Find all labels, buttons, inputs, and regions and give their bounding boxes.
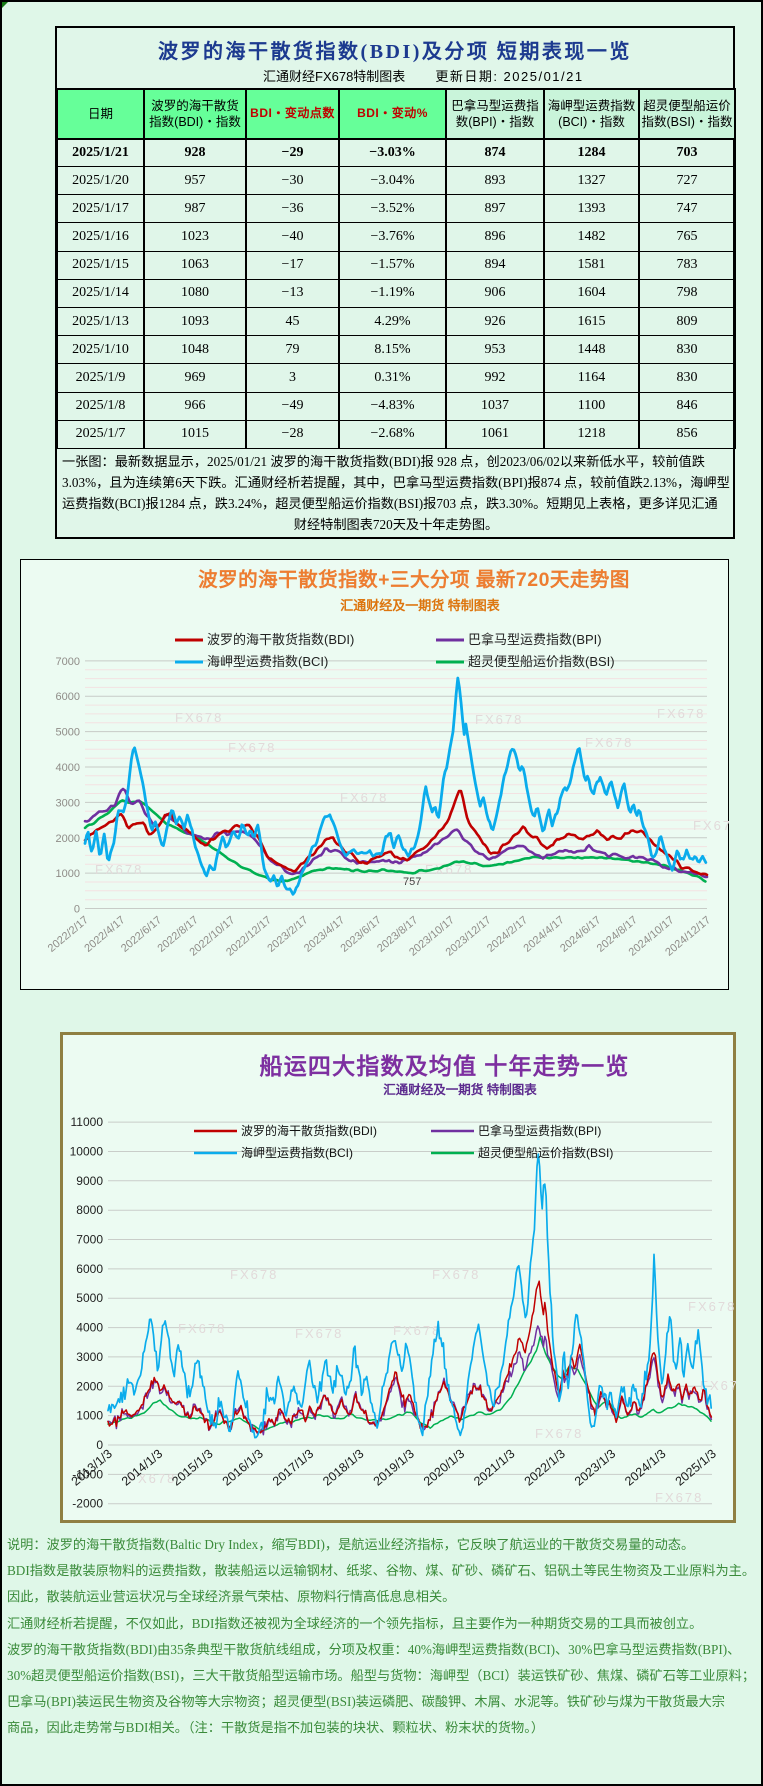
svg-text:海岬型运费指数(BCI): 海岬型运费指数(BCI): [207, 654, 328, 669]
svg-text:8000: 8000: [76, 1203, 103, 1217]
svg-text:5000: 5000: [76, 1291, 103, 1305]
svg-text:FX678: FX678: [657, 706, 705, 721]
svg-text:2000: 2000: [76, 1379, 103, 1393]
svg-text:FX678: FX678: [700, 1378, 736, 1393]
svg-text:0: 0: [96, 1438, 103, 1452]
svg-text:5000: 5000: [56, 727, 80, 739]
svg-text:巴拿马型运费指数(BPI): 巴拿马型运费指数(BPI): [468, 632, 602, 647]
svg-text:3000: 3000: [56, 797, 80, 809]
svg-text:-1000: -1000: [72, 1467, 103, 1481]
svg-text:757: 757: [403, 876, 421, 888]
svg-text:FX678: FX678: [230, 1267, 278, 1282]
svg-text:巴拿马型运费指数(BPI): 巴拿马型运费指数(BPI): [478, 1123, 601, 1138]
svg-text:FX678: FX678: [655, 1490, 703, 1505]
svg-text:6000: 6000: [56, 691, 80, 703]
svg-text:0: 0: [74, 904, 80, 916]
svg-text:-2000: -2000: [72, 1497, 103, 1511]
svg-text:FX678: FX678: [228, 740, 276, 755]
svg-text:3000: 3000: [76, 1350, 103, 1364]
svg-text:7000: 7000: [56, 656, 80, 668]
svg-text:FX678: FX678: [432, 1267, 480, 1282]
svg-text:1000: 1000: [56, 868, 80, 880]
svg-text:FX678: FX678: [475, 712, 523, 727]
svg-text:FX678: FX678: [693, 818, 729, 833]
svg-text:10000: 10000: [70, 1145, 104, 1159]
svg-text:海岬型运费指数(BCI): 海岬型运费指数(BCI): [241, 1145, 353, 1160]
svg-text:FX678: FX678: [425, 862, 473, 877]
svg-text:7000: 7000: [76, 1233, 103, 1247]
svg-text:波罗的海干散货指数(BDI): 波罗的海干散货指数(BDI): [241, 1123, 377, 1138]
svg-text:波罗的海干散货指数(BDI): 波罗的海干散货指数(BDI): [207, 632, 354, 647]
svg-text:FX678: FX678: [393, 1323, 441, 1338]
svg-text:9000: 9000: [76, 1174, 103, 1188]
svg-text:超灵便型船运价指数(BSI): 超灵便型船运价指数(BSI): [468, 654, 615, 669]
svg-text:FX678: FX678: [178, 1321, 226, 1336]
svg-text:FX678: FX678: [535, 1426, 583, 1441]
svg-text:汇通财经及一期货 特制图表: 汇通财经及一期货 特制图表: [383, 1082, 537, 1097]
svg-text:FX678: FX678: [585, 735, 633, 750]
svg-text:1000: 1000: [76, 1409, 103, 1423]
svg-text:4000: 4000: [76, 1321, 103, 1335]
svg-text:FX678: FX678: [688, 1299, 736, 1314]
svg-text:超灵便型船运价指数(BSI): 超灵便型船运价指数(BSI): [478, 1145, 613, 1160]
svg-text:FX678: FX678: [95, 862, 143, 877]
svg-text:船运四大指数及均值 十年走势一览: 船运四大指数及均值 十年走势一览: [260, 1053, 630, 1079]
svg-text:11000: 11000: [71, 1115, 104, 1129]
svg-text:FX678: FX678: [340, 790, 388, 805]
svg-text:波罗的海干散货指数+三大分项 最新720天走势图: 波罗的海干散货指数+三大分项 最新720天走势图: [198, 568, 630, 591]
svg-text:2000: 2000: [56, 833, 80, 845]
svg-text:6000: 6000: [76, 1262, 103, 1276]
svg-text:FX678: FX678: [128, 1471, 176, 1486]
svg-text:汇通财经及一期货 特制图表: 汇通财经及一期货 特制图表: [340, 598, 501, 613]
svg-text:FX678: FX678: [295, 1326, 343, 1341]
svg-text:FX678: FX678: [175, 710, 223, 725]
svg-text:4000: 4000: [56, 762, 80, 774]
